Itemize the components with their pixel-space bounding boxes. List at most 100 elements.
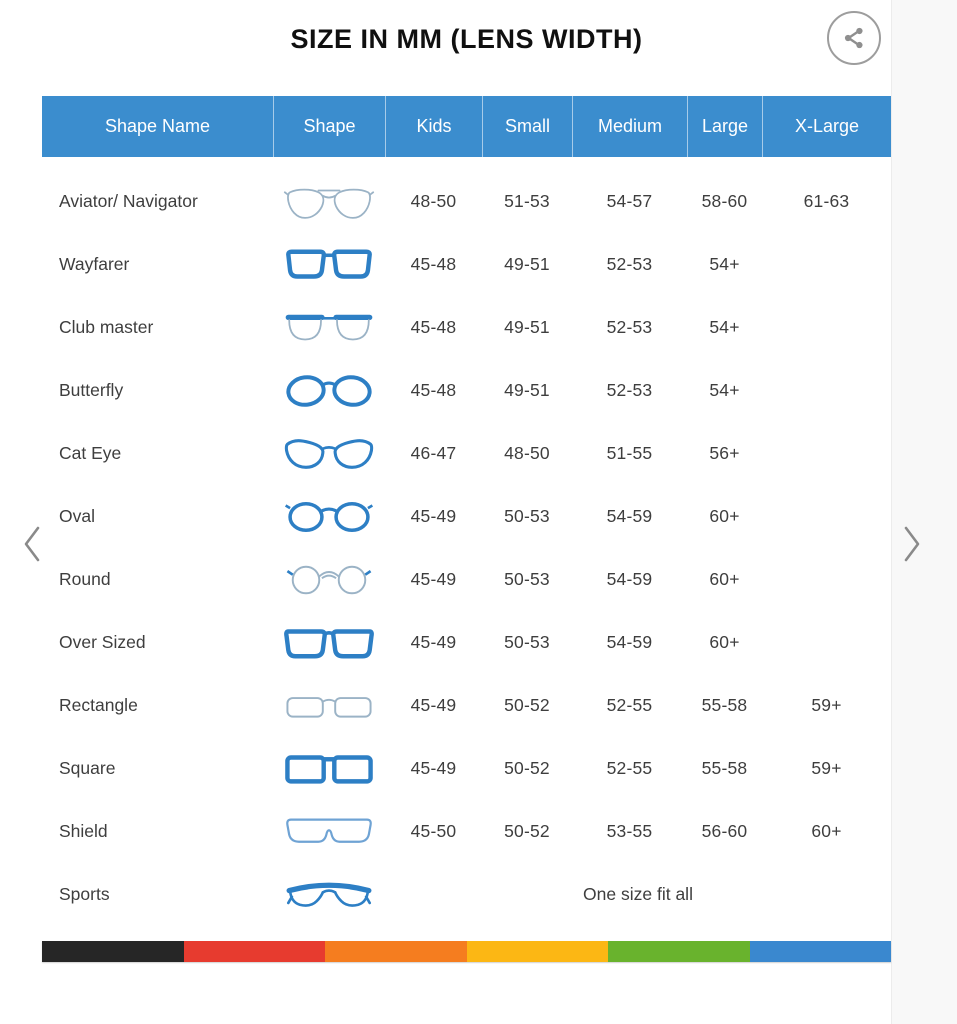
share-button[interactable] bbox=[827, 11, 881, 65]
carousel-prev-button[interactable] bbox=[12, 518, 52, 570]
shape-name: Square bbox=[59, 758, 116, 778]
column-header-medium: Medium bbox=[572, 96, 687, 157]
size-small: 49-51 bbox=[504, 254, 550, 274]
size-large: 55-58 bbox=[701, 758, 748, 778]
sports-glasses-icon bbox=[286, 882, 372, 907]
size-medium: 54-59 bbox=[606, 569, 653, 589]
oversized-glasses-icon bbox=[284, 628, 374, 658]
size-kids: 45-48 bbox=[410, 317, 457, 337]
column-header-shape-name: Shape Name bbox=[104, 116, 211, 136]
size-medium: 54-57 bbox=[606, 191, 653, 211]
size-small: 50-53 bbox=[504, 632, 550, 652]
shape-name: Oval bbox=[59, 506, 95, 526]
share-icon bbox=[844, 27, 863, 49]
size-kids: 45-49 bbox=[410, 569, 457, 589]
size-small: 51-53 bbox=[504, 191, 550, 211]
size-large: 54+ bbox=[709, 380, 740, 400]
shield-glasses-icon bbox=[286, 818, 372, 843]
shape-name: Aviator/ Navigator bbox=[59, 191, 198, 211]
size-small: 50-52 bbox=[504, 821, 550, 841]
table-row: Shield 45-50 50-52 53-55 56-60 60+ bbox=[42, 800, 891, 863]
column-header-large: Large bbox=[687, 96, 762, 157]
color-bar-segment bbox=[749, 941, 891, 962]
column-header-shape: Shape bbox=[273, 96, 385, 157]
size-small: 49-51 bbox=[504, 317, 550, 337]
size-medium: 52-55 bbox=[606, 758, 653, 778]
size-small: 50-53 bbox=[504, 569, 550, 589]
column-header-kids: Kids bbox=[385, 96, 482, 157]
chevron-left-icon bbox=[24, 526, 40, 562]
size-medium: 52-55 bbox=[606, 695, 653, 715]
size-xlarge: 61-63 bbox=[803, 191, 850, 211]
size-large: 56-60 bbox=[701, 821, 748, 841]
shape-name: Over Sized bbox=[59, 632, 146, 652]
table-row: Sports One size fit all bbox=[42, 863, 891, 926]
column-header-xlarge: X-Large bbox=[762, 96, 891, 157]
size-kids: 45-48 bbox=[410, 380, 457, 400]
table-row: Aviator/ Navigator 48-50 51-53 54-57 58-… bbox=[42, 170, 891, 233]
color-bar-segment bbox=[466, 941, 608, 962]
size-xlarge: 60+ bbox=[811, 821, 842, 841]
size-kids: 45-49 bbox=[410, 506, 457, 526]
size-large: 54+ bbox=[709, 254, 740, 274]
shape-name: Wayfarer bbox=[59, 254, 130, 274]
size-large: 56+ bbox=[709, 443, 740, 463]
color-bar-segment bbox=[608, 941, 750, 962]
color-bar-segment bbox=[325, 941, 467, 962]
one-size-label: One size fit all bbox=[583, 884, 693, 904]
size-small: 49-51 bbox=[504, 380, 550, 400]
size-medium: 51-55 bbox=[606, 443, 653, 463]
cateye-glasses-icon bbox=[284, 438, 374, 469]
size-xlarge: 59+ bbox=[811, 695, 842, 715]
size-kids: 48-50 bbox=[410, 191, 457, 211]
shape-name: Butterfly bbox=[59, 380, 124, 400]
size-large: 60+ bbox=[709, 506, 740, 526]
size-large: 60+ bbox=[709, 569, 740, 589]
square-glasses-icon bbox=[285, 754, 373, 784]
table-header-row: Shape Name Shape Kids Small Medium Large… bbox=[42, 96, 891, 157]
table-row: Club master 45-48 49-51 52-53 bbox=[42, 296, 891, 359]
size-small: 48-50 bbox=[504, 443, 550, 463]
color-bar-segment bbox=[42, 941, 184, 962]
brand-color-bar bbox=[42, 941, 891, 962]
size-medium: 52-53 bbox=[606, 254, 653, 274]
size-small: 50-53 bbox=[504, 506, 550, 526]
table-row: Square 45-49 50-52 52-55 55-58 59+ bbox=[42, 737, 891, 800]
shape-name: Shield bbox=[59, 821, 108, 841]
table-body: Aviator/ Navigator 48-50 51-53 54-57 58-… bbox=[42, 170, 891, 926]
column-header-small: Small bbox=[482, 96, 572, 157]
color-bar-segment bbox=[183, 941, 325, 962]
clubmaster-glasses-icon bbox=[285, 314, 373, 340]
carousel-right-gutter bbox=[891, 0, 957, 1024]
size-medium: 53-55 bbox=[606, 821, 653, 841]
size-kids: 45-50 bbox=[410, 821, 457, 841]
table-row: Round 45-49 50-53 54 bbox=[42, 548, 891, 611]
size-kids: 46-47 bbox=[410, 443, 457, 463]
page-title: SIZE IN MM (LENS WIDTH) bbox=[290, 24, 643, 54]
size-small: 50-52 bbox=[504, 758, 550, 778]
size-large: 58-60 bbox=[701, 191, 748, 211]
size-table: Shape Name Shape Kids Small Medium Large… bbox=[42, 96, 891, 962]
round-glasses-icon bbox=[286, 565, 372, 594]
size-kids: 45-49 bbox=[410, 758, 457, 778]
table-row: Butterfly 45-48 49-51 52-53 54+ bbox=[42, 359, 891, 422]
oval-glasses-icon bbox=[284, 501, 374, 532]
table-row: Rectangle 45-49 50-52 52-55 55-58 59+ bbox=[42, 674, 891, 737]
table-row: Over Sized 45-49 50-53 54-59 60+ bbox=[42, 611, 891, 674]
size-kids: 45-48 bbox=[410, 254, 457, 274]
size-medium: 52-53 bbox=[606, 380, 653, 400]
shape-name: Cat Eye bbox=[59, 443, 122, 463]
shape-name: Rectangle bbox=[59, 695, 138, 715]
size-small: 50-52 bbox=[504, 695, 550, 715]
size-xlarge: 59+ bbox=[811, 758, 842, 778]
shape-name: Club master bbox=[59, 317, 154, 337]
size-kids: 45-49 bbox=[410, 695, 457, 715]
wayfarer-glasses-icon bbox=[286, 249, 372, 279]
chevron-right-icon bbox=[904, 526, 920, 562]
size-large: 55-58 bbox=[701, 695, 748, 715]
size-large: 54+ bbox=[709, 317, 740, 337]
carousel-next-button[interactable] bbox=[892, 518, 932, 570]
rectangle-glasses-icon bbox=[286, 696, 372, 718]
table-row: Cat Eye 46-47 48-50 51-55 56+ bbox=[42, 422, 891, 485]
